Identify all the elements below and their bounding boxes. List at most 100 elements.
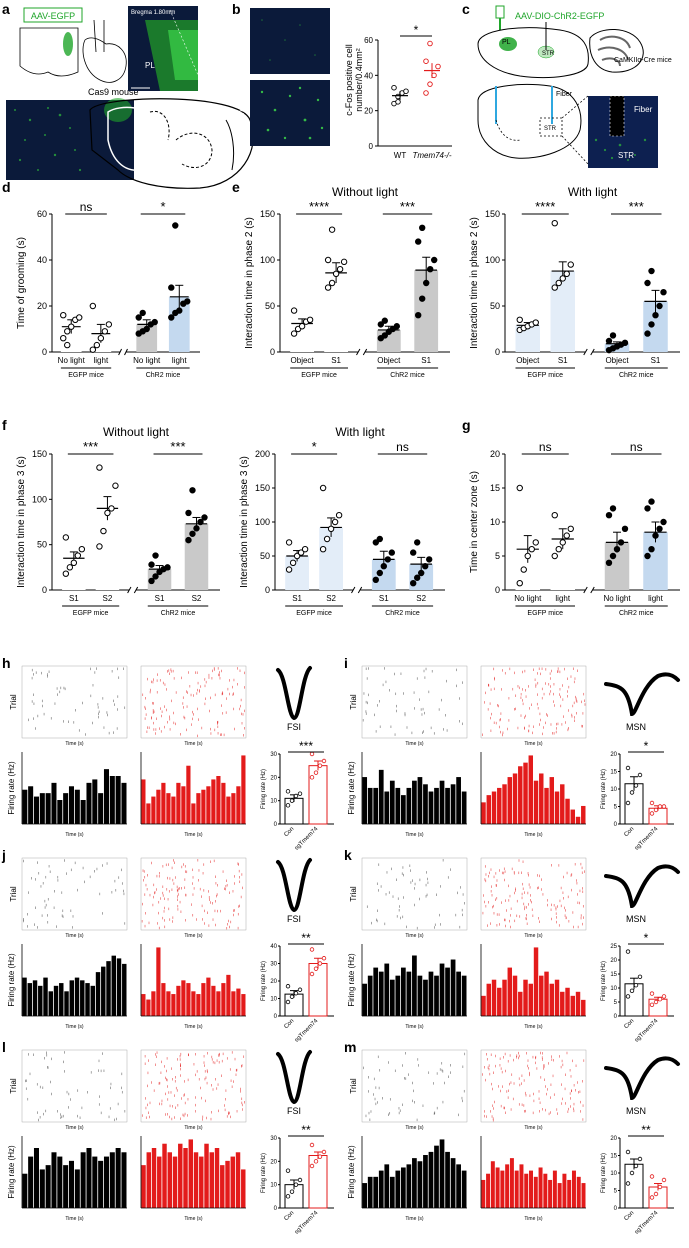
histogram-bar <box>161 983 166 1016</box>
group-label: ChR2 mice <box>146 372 181 379</box>
data-point <box>143 325 150 333</box>
histogram-bar <box>231 793 236 824</box>
axis-break <box>351 586 356 594</box>
histogram-bar <box>236 988 241 1016</box>
b-ytick-label: 20 <box>364 107 373 116</box>
ephys-j: Trial Time (s) Time (s) Firing rate (Hz) Tim… <box>7 857 334 1044</box>
data-point <box>324 256 332 264</box>
histogram-bar <box>241 1169 246 1208</box>
summary-point <box>321 1149 327 1155</box>
summary-group-label: sgTmem74 <box>634 1210 660 1236</box>
y-tick-label: 0 <box>42 585 47 595</box>
histogram-bar <box>565 987 570 1016</box>
histogram-bar <box>178 1143 183 1208</box>
summary-ytick-label: 20 <box>610 752 617 758</box>
histogram-bar <box>53 985 59 1016</box>
histogram-bar <box>500 1170 505 1208</box>
summary-ytick-label: 10 <box>270 997 277 1003</box>
histogram-bar <box>51 1152 57 1208</box>
data-point <box>563 532 570 539</box>
data-point <box>68 323 75 330</box>
data-point <box>559 275 566 282</box>
histogram-bar <box>543 1173 548 1208</box>
histogram-bar <box>412 955 417 1016</box>
data-point <box>101 328 109 335</box>
data-point <box>648 498 655 505</box>
histogram-bar <box>63 1165 69 1208</box>
histogram-bar <box>95 972 101 1016</box>
histogram-bar <box>156 947 161 1016</box>
y-tick-label: 60 <box>37 209 47 219</box>
histogram-bar <box>151 1148 157 1208</box>
histogram-bar <box>236 786 241 824</box>
time-label: Time (s) <box>184 741 202 747</box>
summary-ytick-label: 40 <box>270 944 277 950</box>
y-tick-label: 50 <box>37 540 47 550</box>
data-point <box>516 316 523 323</box>
summary-point <box>297 987 303 992</box>
data-point <box>567 525 574 532</box>
sig-mark: ns <box>630 440 643 454</box>
data-point <box>335 512 343 519</box>
data-point <box>609 505 617 512</box>
data-point <box>331 518 339 526</box>
summary-point <box>637 1156 643 1162</box>
data-point <box>605 337 613 345</box>
histogram-bar <box>395 787 401 824</box>
histogram-bar <box>406 971 412 1016</box>
histogram-bar <box>581 1183 586 1208</box>
x-tick-label: Object <box>605 356 629 365</box>
bar <box>319 527 343 590</box>
panel-letter-f: f <box>2 417 7 433</box>
histogram-bar <box>497 987 502 1016</box>
histogram-bar <box>570 995 575 1016</box>
panel-letter-e: e <box>232 179 240 195</box>
time-label: Time (s) <box>405 1216 423 1222</box>
histogram-bar <box>166 991 171 1016</box>
data-point <box>104 509 111 517</box>
data-point <box>431 256 438 264</box>
fiber-label: Fiber <box>556 91 573 98</box>
data-point <box>648 321 655 328</box>
summary-point <box>309 971 315 977</box>
time-label: Time (s) <box>65 1216 83 1222</box>
data-point <box>324 284 332 291</box>
histogram-bar <box>226 974 231 1016</box>
c-str-label-sag: STR <box>542 51 555 57</box>
time-label: Time (s) <box>184 1024 202 1030</box>
data-point <box>148 577 155 585</box>
y-tick-label: 100 <box>255 517 270 527</box>
trial-label: Trial <box>9 1078 18 1093</box>
x-tick-label: Object <box>377 356 401 365</box>
sig-mark: ns <box>396 440 409 454</box>
summary-point <box>649 1174 655 1179</box>
trial-label: Trial <box>349 886 358 901</box>
firing-rate-label: Firing rate (Hz) <box>347 761 356 815</box>
histogram-bar <box>481 995 486 1016</box>
summary-ytick-label: 30 <box>270 962 277 968</box>
y-tick-label: 20 <box>37 301 47 311</box>
summary-ytick-label: 0 <box>274 822 278 828</box>
micro-dots-a <box>14 107 82 172</box>
sig-mark: * <box>312 439 317 454</box>
summary-sig-mark: ** <box>301 931 311 945</box>
time-label: Time (s) <box>405 933 423 939</box>
histogram-bar <box>428 1151 434 1208</box>
group-label: ChR2 mice <box>390 372 425 379</box>
histogram-bar <box>502 979 507 1016</box>
summary-point <box>649 800 655 806</box>
panel-letter-d: d <box>2 179 11 195</box>
raster-frame <box>21 857 128 931</box>
sig-mark: *** <box>400 199 415 214</box>
histogram-bar <box>548 1179 553 1208</box>
histogram-bar <box>221 782 226 824</box>
b-point <box>427 81 433 87</box>
histogram-bar <box>176 782 181 824</box>
aav-egfp-box <box>23 7 83 23</box>
chart-b: 0 20 40 60 WT Tmem74-/- * <box>364 23 452 160</box>
y-tick-label: 50 <box>265 301 275 311</box>
histogram-bar <box>434 1145 439 1208</box>
histogram-bar <box>400 1167 406 1208</box>
histogram-bar <box>502 784 507 824</box>
data-point <box>551 220 558 227</box>
